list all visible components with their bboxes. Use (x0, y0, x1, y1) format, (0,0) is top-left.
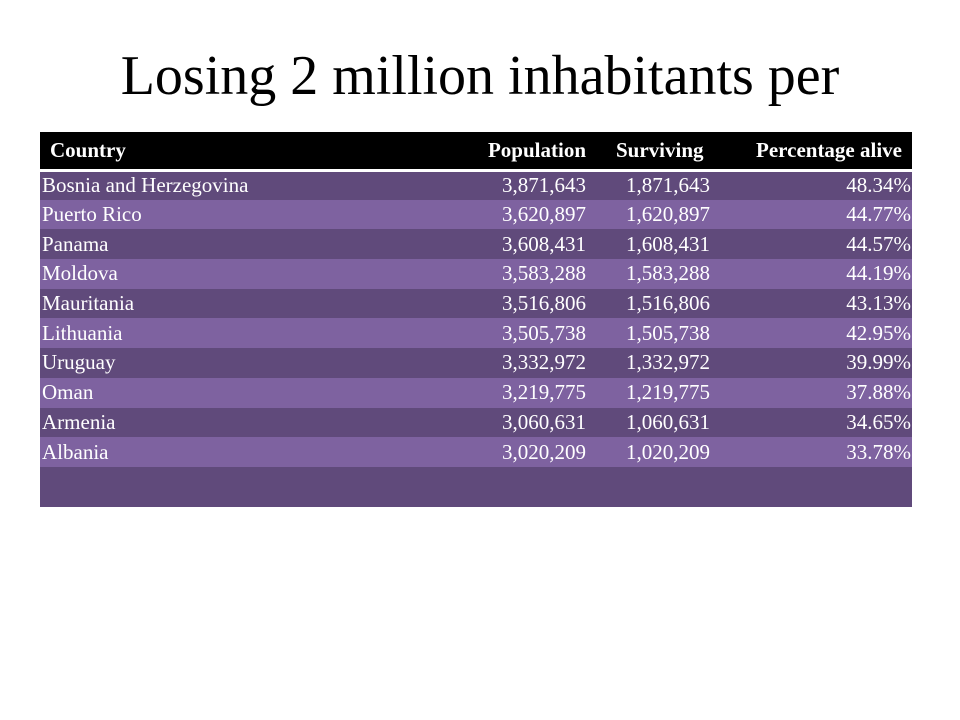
header-percentage-alive: Percentage alive (756, 137, 902, 162)
cell-surviving: 1,060,631 (626, 409, 710, 434)
table-row: Moldova 3,583,288 1,583,288 44.19% (40, 259, 912, 289)
header-population: Population (487, 137, 586, 162)
table-row: Lithuania 3,505,738 1,505,738 42.95% (40, 318, 912, 349)
cell-country: Armenia (42, 409, 116, 434)
cell-surviving: 1,620,897 (626, 202, 710, 227)
cell-percentage: 44.57% (846, 231, 911, 256)
header-surviving: Surviving (616, 137, 704, 162)
cell-surviving: 1,608,431 (626, 231, 710, 256)
table-row: Bosnia and Herzegovina 3,871,643 1,871,6… (40, 170, 912, 200)
population-table: Country Population Surviving Percentage … (40, 132, 912, 507)
cell-percentage: 34.65% (846, 409, 911, 434)
table-body: Bosnia and Herzegovina 3,871,643 1,871,6… (40, 170, 912, 507)
cell-percentage: 43.13% (846, 291, 911, 316)
cell-percentage: 37.88% (846, 380, 911, 405)
table-row: Oman 3,219,775 1,219,775 37.88% (40, 377, 912, 408)
slide-title: Losing 2 million inhabitants per (120, 45, 840, 107)
cell-population: 3,060,631 (502, 409, 586, 434)
cell-population: 3,620,897 (502, 202, 586, 227)
cell-surviving: 1,505,738 (626, 320, 710, 345)
cell-country: Moldova (42, 261, 118, 286)
table-empty-row (40, 466, 912, 507)
cell-population: 3,219,775 (502, 380, 586, 405)
table-row: Armenia 3,060,631 1,060,631 34.65% (40, 407, 912, 438)
cell-country: Puerto Rico (42, 202, 142, 227)
cell-percentage: 44.19% (846, 261, 911, 286)
table-header-row: Country Population Surviving Percentage … (40, 132, 912, 170)
cell-surviving: 1,516,806 (626, 291, 710, 316)
cell-percentage: 48.34% (846, 173, 911, 198)
cell-surviving: 1,020,209 (626, 439, 710, 464)
cell-population: 3,608,431 (502, 231, 586, 256)
cell-country: Uruguay (42, 350, 116, 375)
cell-country: Lithuania (42, 320, 123, 345)
table-row: Puerto Rico 3,620,897 1,620,897 44.77% (40, 199, 912, 230)
table-row: Panama 3,608,431 1,608,431 44.57% (40, 229, 912, 260)
cell-population: 3,583,288 (502, 261, 586, 286)
table-row: Uruguay 3,332,972 1,332,972 39.99% (40, 348, 912, 378)
cell-country: Albania (42, 439, 109, 464)
cell-population: 3,516,806 (502, 291, 586, 316)
cell-population: 3,020,209 (502, 439, 586, 464)
cell-percentage: 33.78% (846, 439, 911, 464)
cell-surviving: 1,332,972 (626, 350, 710, 375)
cell-surviving: 1,219,775 (626, 380, 710, 405)
cell-percentage: 42.95% (846, 320, 911, 345)
cell-surviving: 1,583,288 (626, 261, 710, 286)
cell-surviving: 1,871,643 (626, 173, 710, 198)
table-row: Albania 3,020,209 1,020,209 33.78% (40, 437, 912, 467)
table-header: Country Population Surviving Percentage … (40, 132, 912, 170)
cell-country: Bosnia and Herzegovina (42, 173, 249, 198)
cell-population: 3,871,643 (502, 173, 586, 198)
cell-population: 3,332,972 (502, 350, 586, 375)
cell-country: Oman (42, 380, 94, 405)
empty-cell (40, 467, 912, 507)
header-country: Country (50, 137, 126, 162)
population-table-container: Country Population Surviving Percentage … (40, 132, 912, 507)
cell-percentage: 44.77% (846, 202, 911, 227)
cell-population: 3,505,738 (502, 320, 586, 345)
table-row: Mauritania 3,516,806 1,516,806 43.13% (40, 288, 912, 319)
cell-country: Panama (42, 231, 109, 256)
cell-country: Mauritania (42, 291, 135, 316)
cell-percentage: 39.99% (846, 350, 911, 375)
